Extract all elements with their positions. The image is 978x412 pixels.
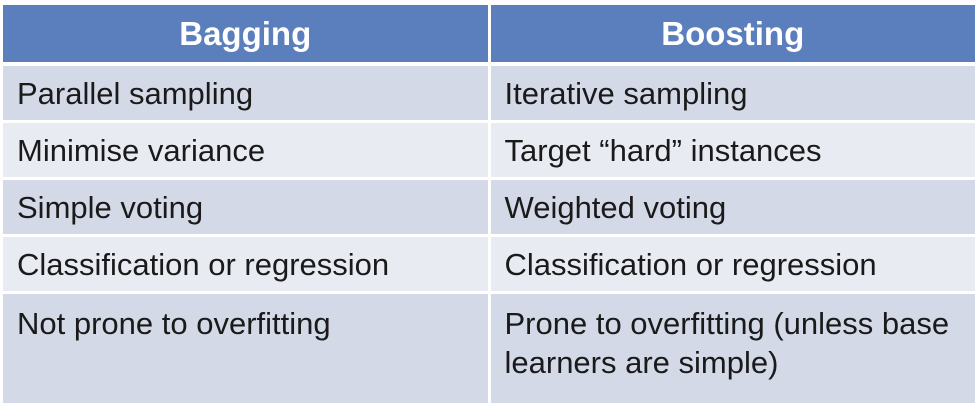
boosting-cell: Prone to overfitting (unless base learne… [489, 292, 975, 406]
header-boosting: Boosting [489, 5, 975, 66]
boosting-cell: Target “hard” instances [489, 121, 975, 180]
boosting-cell: Weighted voting [489, 178, 975, 237]
table-row: Simple voting Weighted voting [3, 178, 975, 237]
bagging-cell: Classification or regression [3, 235, 491, 294]
bagging-cell: Parallel sampling [3, 64, 491, 123]
header-bagging: Bagging [3, 5, 491, 66]
boosting-cell: Iterative sampling [489, 64, 975, 123]
bagging-cell: Not prone to overfitting [3, 292, 491, 406]
boosting-cell: Classification or regression [489, 235, 975, 294]
table-header-row: Bagging Boosting [3, 5, 975, 66]
bagging-cell: Minimise variance [3, 121, 491, 180]
bagging-cell: Simple voting [3, 178, 491, 237]
table-row: Classification or regression Classificat… [3, 235, 975, 294]
table-row: Not prone to overfitting Prone to overfi… [3, 292, 975, 406]
table-row: Parallel sampling Iterative sampling [3, 64, 975, 123]
comparison-table-container: Bagging Boosting Parallel sampling Itera… [3, 5, 975, 406]
bagging-vs-boosting-table: Bagging Boosting Parallel sampling Itera… [3, 5, 975, 406]
table-row: Minimise variance Target “hard” instance… [3, 121, 975, 180]
